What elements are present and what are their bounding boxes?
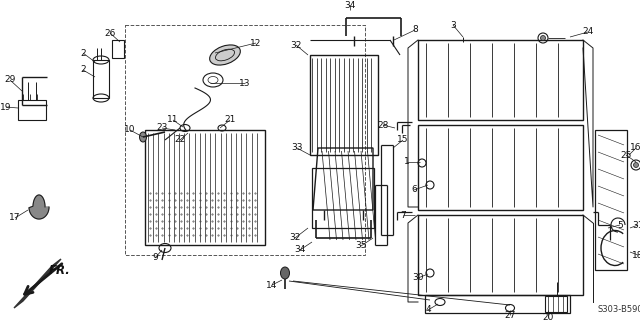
- Text: 29: 29: [4, 76, 16, 84]
- Ellipse shape: [140, 132, 147, 142]
- Text: 27: 27: [504, 310, 516, 319]
- Bar: [93, 60, 109, 98]
- Text: 7: 7: [400, 211, 406, 220]
- Bar: [545, 296, 567, 312]
- Text: 32: 32: [291, 41, 301, 50]
- Text: 5: 5: [617, 220, 623, 229]
- Bar: [418, 40, 583, 120]
- Ellipse shape: [210, 45, 241, 65]
- Bar: [595, 130, 627, 270]
- Text: 11: 11: [167, 116, 179, 124]
- Text: 25: 25: [620, 150, 632, 159]
- Text: 35: 35: [355, 242, 367, 251]
- Bar: [312, 168, 374, 228]
- Text: FR.: FR.: [49, 263, 71, 276]
- Text: 20: 20: [542, 314, 554, 320]
- Text: 4: 4: [425, 306, 431, 315]
- Text: 23: 23: [156, 124, 168, 132]
- Text: 6: 6: [411, 186, 417, 195]
- Text: 10: 10: [124, 125, 136, 134]
- Bar: [125, 25, 365, 255]
- Text: 3: 3: [450, 20, 456, 29]
- Bar: [145, 130, 265, 245]
- Text: 21: 21: [224, 116, 236, 124]
- Text: 32: 32: [289, 234, 301, 243]
- Ellipse shape: [280, 267, 289, 279]
- Text: 31: 31: [632, 220, 640, 229]
- Text: 8: 8: [412, 26, 418, 35]
- Text: 33: 33: [291, 143, 303, 153]
- Text: 9: 9: [152, 253, 158, 262]
- Polygon shape: [29, 195, 49, 219]
- Text: 26: 26: [104, 28, 116, 37]
- Bar: [18, 100, 46, 120]
- Text: 28: 28: [378, 121, 388, 130]
- Circle shape: [541, 36, 545, 41]
- Text: 15: 15: [397, 135, 409, 145]
- Text: 34: 34: [344, 1, 356, 10]
- Bar: [425, 295, 570, 313]
- Text: 24: 24: [582, 28, 594, 36]
- Text: 1: 1: [404, 157, 410, 166]
- Text: 22: 22: [174, 135, 186, 145]
- Bar: [112, 40, 124, 58]
- Text: 34: 34: [294, 245, 306, 254]
- Text: 2: 2: [80, 49, 86, 58]
- Bar: [310, 55, 378, 155]
- Text: 30: 30: [412, 274, 424, 283]
- Polygon shape: [14, 259, 61, 308]
- Text: 19: 19: [0, 102, 12, 111]
- Text: 2: 2: [80, 66, 86, 75]
- Bar: [418, 125, 583, 210]
- Text: 16: 16: [630, 143, 640, 153]
- Bar: [418, 215, 583, 295]
- Circle shape: [634, 163, 639, 167]
- Text: 13: 13: [239, 78, 251, 87]
- Text: 18: 18: [632, 251, 640, 260]
- Text: 12: 12: [250, 38, 262, 47]
- Text: S303-B5900B: S303-B5900B: [598, 306, 640, 315]
- Text: 14: 14: [266, 281, 278, 290]
- Text: 17: 17: [9, 213, 20, 222]
